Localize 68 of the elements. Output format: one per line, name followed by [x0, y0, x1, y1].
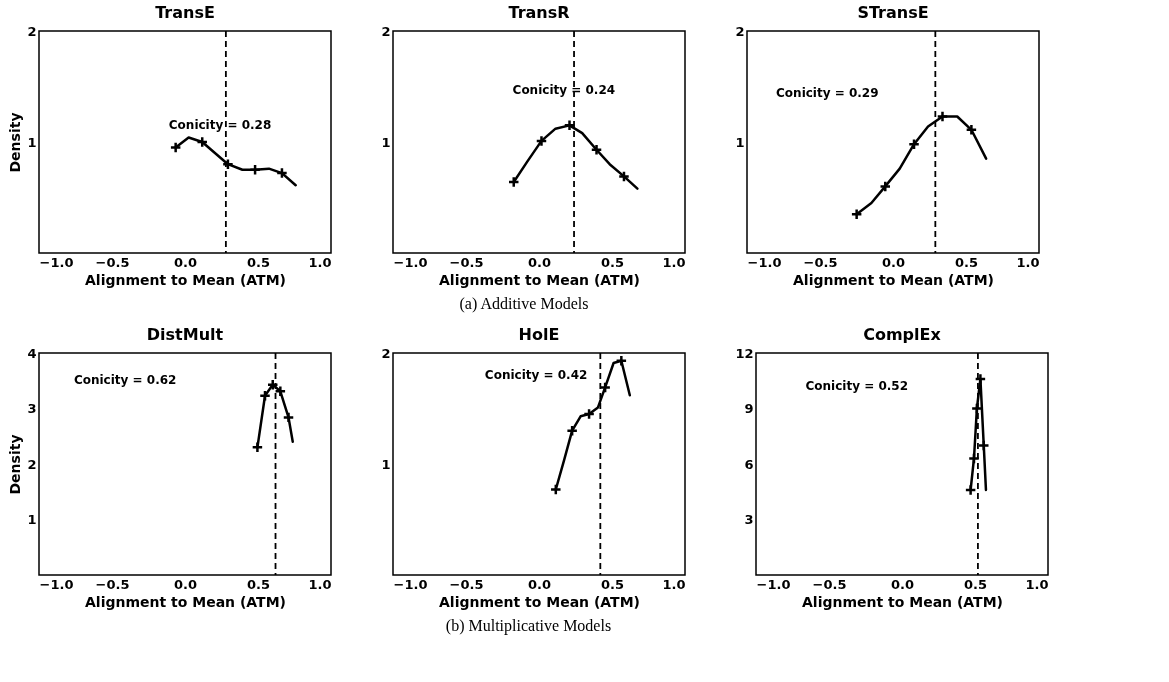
x-tick-label: 1.0 [308, 576, 332, 592]
y-axis-title: Density [7, 434, 24, 495]
annotation: Conicity = 0.52 [805, 379, 908, 394]
text: (b) Multiplicative Models [445, 616, 612, 635]
x-tick-label: 1.0 [1016, 254, 1040, 270]
y-tick-label: 2 [27, 456, 37, 472]
y-axis-title: Density [7, 112, 24, 173]
y-tick-label: 4 [27, 345, 37, 361]
x-tick-label: 0.5 [246, 254, 271, 270]
text: (a) Additive Models [459, 294, 589, 313]
x-tick-label: −0.5 [449, 254, 484, 270]
chart-title: HolE [518, 325, 560, 344]
x-tick-label: 0.5 [963, 576, 988, 592]
x-tick-label: −1.0 [39, 576, 74, 592]
annotation: Conicity = 0.28 [168, 118, 272, 133]
y-tick-label: 6 [744, 456, 754, 472]
x-tick-label: 0.0 [527, 254, 552, 270]
x-axis-title: Alignment to Mean (ATM) [439, 593, 640, 610]
x-tick-label: 1.0 [662, 576, 686, 592]
x-axis-title: Alignment to Mean (ATM) [802, 593, 1003, 610]
annotation: Conicity = 0.42 [484, 368, 588, 383]
y-tick-label: 2 [381, 23, 391, 39]
chart-title: TransE [155, 3, 215, 22]
annotation: Conicity = 0.62 [73, 373, 177, 388]
x-tick-label: −1.0 [756, 576, 791, 592]
y-tick-label: 9 [744, 401, 754, 416]
x-tick-label: 0.5 [954, 254, 979, 270]
x-tick-label: −1.0 [39, 254, 74, 270]
x-tick-label: 0.0 [527, 576, 552, 592]
x-axis-title: Alignment to Mean (ATM) [85, 271, 286, 288]
x-tick-label: 1.0 [1025, 576, 1049, 592]
x-tick-label: 0.0 [173, 254, 198, 270]
x-tick-label: −0.5 [803, 254, 838, 270]
x-tick-label: −0.5 [95, 254, 130, 270]
chart-title: TransR [508, 3, 570, 22]
y-tick-label: 2 [27, 23, 37, 39]
y-tick-label: 3 [27, 401, 37, 416]
x-axis-title: Alignment to Mean (ATM) [439, 271, 640, 288]
y-tick-label: 1 [27, 134, 37, 150]
x-tick-label: −1.0 [393, 254, 428, 270]
y-tick-label: 1 [381, 456, 391, 472]
y-tick-label: 2 [735, 23, 745, 39]
x-tick-label: 0.0 [173, 576, 198, 592]
x-tick-label: −0.5 [449, 576, 484, 592]
y-tick-label: 12 [735, 345, 754, 361]
x-tick-label: 0.0 [890, 576, 915, 592]
chart-title: STransE [857, 3, 929, 22]
x-tick-label: 1.0 [308, 254, 332, 270]
x-axis-title: Alignment to Mean (ATM) [793, 271, 994, 288]
y-tick-label: 2 [381, 345, 391, 361]
x-tick-label: −1.0 [393, 576, 428, 592]
y-tick-label: 1 [27, 512, 37, 527]
x-tick-label: 0.5 [600, 254, 625, 270]
x-tick-label: 0.0 [881, 254, 906, 270]
x-tick-label: 0.5 [246, 576, 271, 592]
annotation: Conicity = 0.29 [776, 86, 879, 101]
chart-title: DistMult [146, 325, 224, 344]
chart-title: ComplEx [863, 325, 942, 344]
y-tick-label: 1 [735, 134, 745, 150]
x-tick-label: −0.5 [95, 576, 130, 592]
y-tick-label: 1 [381, 134, 391, 150]
x-tick-label: 0.5 [600, 576, 625, 592]
annotation: Conicity = 0.24 [512, 82, 616, 97]
y-tick-label: 3 [744, 512, 754, 527]
x-axis-title: Alignment to Mean (ATM) [85, 593, 286, 610]
x-tick-label: −1.0 [747, 254, 782, 270]
x-tick-label: −0.5 [812, 576, 847, 592]
x-tick-label: 1.0 [662, 254, 686, 270]
